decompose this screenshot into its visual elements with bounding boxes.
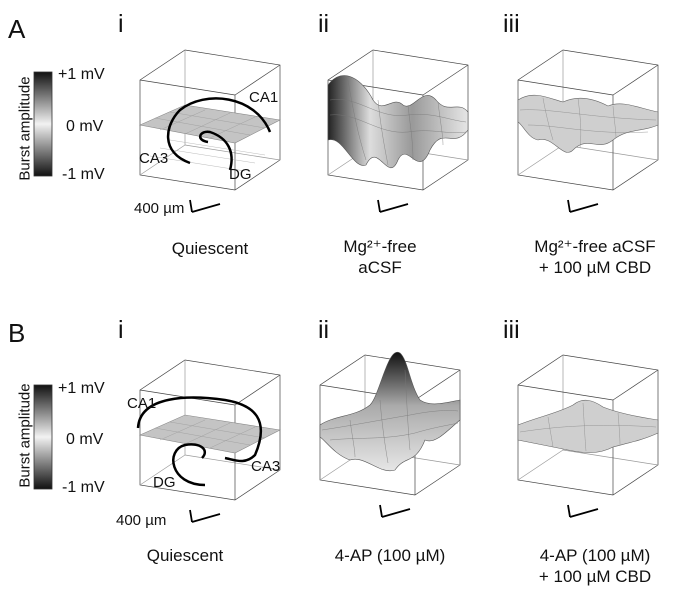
colorbar-mid-label-b: 0 mV — [66, 431, 104, 448]
caption-b-iii-line1: 4-AP (100 µM) — [539, 546, 651, 565]
colorbar-mid-label-a: 0 mV — [66, 118, 104, 135]
surface-b-ii — [319, 352, 461, 472]
region-ca3-b: CA3 — [251, 458, 281, 475]
region-dg-b: DG — [153, 474, 176, 491]
region-ca1-a: CA1 — [249, 89, 279, 106]
hippocampus-outline-b — [136, 396, 263, 463]
region-ca1-b: CA1 — [127, 395, 157, 412]
colorbar-b — [33, 384, 53, 490]
region-dg-a: DG — [229, 166, 252, 183]
colorbar-bottom-label-b: -1 mV — [62, 479, 105, 496]
plot-a-iii — [517, 49, 659, 213]
colorbar-a — [33, 71, 53, 177]
panel-letter-b: B — [8, 318, 26, 348]
plot-a-i — [139, 49, 281, 213]
plot-b-iii — [517, 354, 659, 518]
hippocampus-outline-a — [166, 97, 272, 165]
caption-b-i-line1: Quiescent — [146, 546, 224, 565]
colorbar-title-b: Burst amplitude — [16, 383, 34, 488]
caption-b-iii: 4-AP (100 µM) + 100 µM CBD — [515, 545, 675, 587]
caption-a-ii: Mg²⁺-free aCSF — [320, 236, 440, 278]
caption-a-iii-line1: Mg²⁺-free aCSF — [534, 237, 656, 256]
caption-a-iii-line2: + 100 µM CBD — [538, 258, 652, 277]
panel-roman-b-ii: ii — [318, 316, 330, 344]
panel-roman-a-i: i — [118, 10, 124, 38]
panel-roman-a-iii: iii — [503, 10, 520, 38]
region-ca3-a: CA3 — [139, 150, 169, 167]
caption-b-iii-line2: + 100 µM CBD — [538, 567, 652, 586]
plot-b-ii — [319, 352, 461, 518]
scale-bar-label-b: 400 µm — [116, 512, 167, 529]
panel-roman-a-ii: ii — [318, 10, 330, 38]
caption-a-ii-line2: aCSF — [358, 258, 402, 277]
panel-roman-b-i: i — [118, 316, 124, 344]
caption-b-ii: 4-AP (100 µM) — [320, 545, 460, 566]
colorbar-top-label-a: +1 mV — [58, 66, 105, 83]
caption-a-iii: Mg²⁺-free aCSF + 100 µM CBD — [515, 236, 675, 278]
caption-b-ii-line1: 4-AP (100 µM) — [334, 546, 446, 565]
colorbar-title-a: Burst amplitude — [16, 76, 34, 181]
caption-a-ii-line1: Mg²⁺-free — [343, 237, 417, 256]
surface-a-iii — [517, 94, 659, 153]
plot-a-ii — [327, 49, 469, 213]
surface-b-iii — [517, 399, 659, 453]
surface-a-ii — [327, 75, 469, 168]
caption-a-i-line1: Quiescent — [171, 239, 249, 258]
panel-letter-a: A — [8, 14, 26, 44]
caption-a-i: Quiescent — [140, 238, 280, 259]
scale-bar-label-a: 400 µm — [134, 200, 185, 217]
colorbar-top-label-b: +1 mV — [58, 380, 105, 397]
colorbar-bottom-label-a: -1 mV — [62, 166, 105, 183]
caption-b-i: Quiescent — [115, 545, 255, 566]
panel-roman-b-iii: iii — [503, 316, 520, 344]
plot-b-i — [136, 359, 281, 523]
